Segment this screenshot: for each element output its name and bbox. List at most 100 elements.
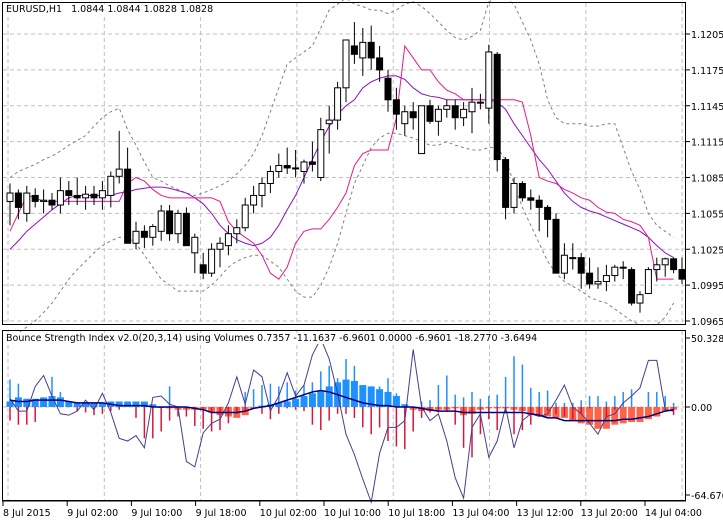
candle[interactable]: [644, 269, 652, 294]
candle[interactable]: [98, 190, 106, 199]
candle[interactable]: [434, 108, 442, 122]
candle[interactable]: [166, 210, 174, 235]
main-grid: [3, 3, 685, 324]
candle[interactable]: [191, 236, 199, 254]
candle[interactable]: [619, 266, 627, 269]
candle[interactable]: [65, 190, 73, 196]
candle[interactable]: [275, 165, 283, 173]
candle[interactable]: [325, 119, 333, 125]
candle[interactable]: [493, 53, 501, 161]
time-tick-label: 10 Jul 10:00: [324, 508, 381, 519]
candle[interactable]: [510, 182, 518, 208]
candle[interactable]: [560, 254, 568, 274]
time-tick-label: 10 Jul 18:00: [388, 508, 445, 519]
price-tick-label: 1.0995: [691, 281, 723, 292]
candle[interactable]: [569, 257, 577, 260]
candle[interactable]: [401, 111, 409, 125]
bollinger-bands: [9, 0, 675, 340]
candle[interactable]: [82, 193, 90, 199]
candle[interactable]: [308, 161, 316, 165]
candle[interactable]: [73, 194, 81, 199]
candle[interactable]: [636, 294, 644, 304]
time-tick-label: 13 Jul 20:00: [581, 508, 638, 519]
price-tick-label: 1.1055: [691, 209, 723, 220]
candle[interactable]: [14, 192, 22, 208]
price-tick-label: 1.1205: [691, 30, 723, 41]
candle[interactable]: [544, 206, 552, 220]
candle[interactable]: [653, 264, 661, 271]
candle[interactable]: [577, 257, 585, 274]
candle[interactable]: [300, 161, 308, 173]
candle[interactable]: [384, 77, 392, 101]
candle[interactable]: [468, 101, 476, 113]
candle[interactable]: [611, 266, 619, 277]
candle[interactable]: [266, 171, 274, 184]
candle[interactable]: [552, 218, 560, 274]
candle[interactable]: [48, 199, 56, 206]
candle[interactable]: [485, 51, 493, 109]
candle[interactable]: [367, 41, 375, 59]
candle[interactable]: [451, 105, 459, 119]
candle[interactable]: [502, 159, 510, 208]
candle[interactable]: [594, 281, 602, 285]
candle[interactable]: [258, 182, 266, 196]
candle[interactable]: [23, 192, 31, 214]
candle[interactable]: [527, 197, 535, 201]
candle[interactable]: [418, 105, 426, 155]
candle[interactable]: [149, 226, 157, 238]
time-axis: 8 Jul 2015 9 Jul 02:00 9 Jul 10:00 9 Jul 18…: [2, 500, 702, 519]
time-tick-label: 10 Jul 02:00: [260, 508, 317, 519]
price-tick-label: 1.1115: [691, 138, 723, 149]
ohlc-values: 1.0844 1.0844 1.0828 1.0828: [71, 4, 214, 15]
candle[interactable]: [107, 175, 115, 196]
candlesticks[interactable]: [6, 22, 686, 313]
candle[interactable]: [350, 45, 358, 55]
candle[interactable]: [283, 165, 291, 169]
candle[interactable]: [670, 258, 678, 271]
moving-averages: [9, 44, 674, 280]
time-tick-label: 14 Jul 04:00: [645, 508, 702, 519]
candle[interactable]: [199, 264, 207, 274]
candle[interactable]: [334, 87, 342, 121]
candle[interactable]: [124, 168, 132, 244]
candle[interactable]: [392, 99, 400, 115]
candle[interactable]: [476, 101, 484, 104]
candle[interactable]: [241, 204, 249, 229]
candle[interactable]: [182, 212, 190, 247]
candle[interactable]: [6, 192, 14, 202]
candle[interactable]: [216, 242, 224, 250]
candle[interactable]: [233, 227, 241, 235]
candle[interactable]: [376, 57, 384, 71]
candle[interactable]: [518, 182, 526, 199]
candle[interactable]: [535, 199, 543, 208]
candle[interactable]: [174, 212, 182, 235]
candle[interactable]: [628, 269, 636, 304]
candle[interactable]: [460, 108, 468, 119]
candle[interactable]: [40, 199, 48, 202]
candle[interactable]: [409, 111, 417, 119]
candle[interactable]: [443, 105, 451, 110]
candle[interactable]: [678, 269, 686, 280]
symbol-label: EURUSD,H1: [6, 4, 63, 15]
candle[interactable]: [586, 272, 594, 285]
candle[interactable]: [31, 194, 39, 202]
price-axis: 1.1205 1.1175 1.1145 1.1115 1.1085 1.1055 1.10…: [686, 30, 723, 328]
candle[interactable]: [292, 167, 300, 170]
candle[interactable]: [602, 275, 610, 283]
candle[interactable]: [208, 248, 216, 274]
candle[interactable]: [90, 193, 98, 199]
candle[interactable]: [56, 190, 64, 206]
candle[interactable]: [132, 230, 140, 244]
candle[interactable]: [342, 39, 350, 89]
candle[interactable]: [157, 210, 165, 232]
candle[interactable]: [140, 230, 148, 238]
time-tick-label: 9 Jul 02:00: [67, 508, 118, 519]
candle[interactable]: [661, 258, 669, 266]
candle[interactable]: [426, 105, 434, 122]
candle[interactable]: [224, 233, 232, 247]
candle[interactable]: [250, 194, 258, 206]
candle[interactable]: [359, 41, 367, 59]
candle[interactable]: [115, 168, 123, 177]
candle[interactable]: [317, 129, 325, 179]
